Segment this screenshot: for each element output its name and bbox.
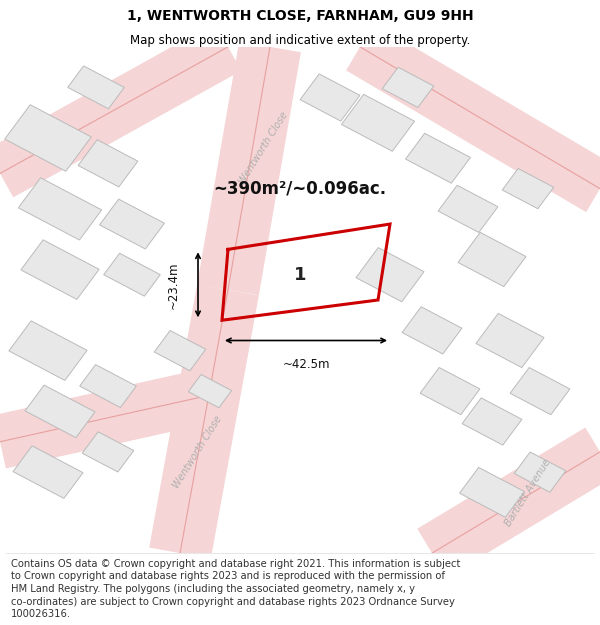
Text: Bartlett Avenue: Bartlett Avenue: [503, 457, 553, 528]
Polygon shape: [104, 253, 160, 296]
Polygon shape: [13, 446, 83, 498]
Polygon shape: [5, 105, 91, 171]
Polygon shape: [78, 140, 138, 187]
Polygon shape: [420, 368, 480, 415]
Polygon shape: [82, 432, 134, 472]
Text: Map shows position and indicative extent of the property.: Map shows position and indicative extent…: [130, 34, 470, 47]
Text: 1, WENTWORTH CLOSE, FARNHAM, GU9 9HH: 1, WENTWORTH CLOSE, FARNHAM, GU9 9HH: [127, 9, 473, 23]
Text: Contains OS data © Crown copyright and database right 2021. This information is : Contains OS data © Crown copyright and d…: [11, 559, 460, 569]
Polygon shape: [188, 374, 232, 408]
Polygon shape: [19, 177, 101, 240]
Polygon shape: [382, 68, 434, 108]
Polygon shape: [402, 307, 462, 354]
Polygon shape: [406, 133, 470, 183]
Polygon shape: [356, 248, 424, 302]
Polygon shape: [458, 232, 526, 287]
Polygon shape: [476, 313, 544, 368]
Polygon shape: [438, 185, 498, 232]
Text: ~390m²/~0.096ac.: ~390m²/~0.096ac.: [214, 179, 386, 198]
Polygon shape: [510, 368, 570, 415]
Text: Wentworth Close: Wentworth Close: [238, 110, 290, 186]
Polygon shape: [25, 385, 95, 438]
Polygon shape: [502, 169, 554, 209]
Polygon shape: [100, 199, 164, 249]
Text: co-ordinates) are subject to Crown copyright and database rights 2023 Ordnance S: co-ordinates) are subject to Crown copyr…: [11, 597, 455, 607]
Polygon shape: [514, 452, 566, 493]
Text: Wentworth Close: Wentworth Close: [172, 414, 224, 490]
Text: to Crown copyright and database rights 2023 and is reproduced with the permissio: to Crown copyright and database rights 2…: [11, 571, 445, 581]
Polygon shape: [341, 94, 415, 151]
Polygon shape: [9, 321, 87, 381]
Polygon shape: [300, 74, 360, 121]
Polygon shape: [80, 364, 136, 408]
Text: HM Land Registry. The polygons (including the associated geometry, namely x, y: HM Land Registry. The polygons (includin…: [11, 584, 415, 594]
Polygon shape: [462, 398, 522, 445]
Polygon shape: [154, 331, 206, 371]
Text: ~23.4m: ~23.4m: [167, 261, 180, 309]
Text: 1: 1: [294, 266, 306, 284]
Polygon shape: [21, 240, 99, 299]
Text: ~42.5m: ~42.5m: [282, 358, 330, 371]
Polygon shape: [460, 468, 524, 518]
Text: 100026316.: 100026316.: [11, 609, 71, 619]
Polygon shape: [68, 66, 124, 109]
